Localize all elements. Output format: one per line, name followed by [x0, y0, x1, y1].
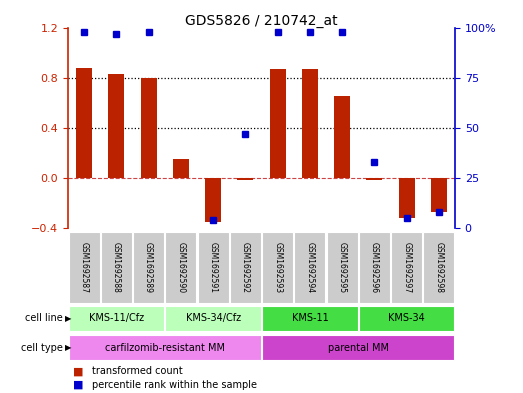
Text: GSM1692598: GSM1692598: [435, 242, 444, 293]
Text: GSM1692594: GSM1692594: [305, 242, 314, 293]
Bar: [262, 306, 358, 331]
Bar: [165, 232, 196, 303]
Text: GSM1692593: GSM1692593: [273, 242, 282, 293]
Bar: [101, 232, 132, 303]
Bar: [198, 232, 229, 303]
Text: transformed count: transformed count: [92, 366, 183, 376]
Text: percentile rank within the sample: percentile rank within the sample: [92, 380, 256, 390]
Bar: [431, 178, 447, 212]
Bar: [76, 68, 92, 178]
Text: GSM1692591: GSM1692591: [209, 242, 218, 293]
Bar: [399, 178, 415, 218]
Bar: [269, 69, 286, 178]
Text: parental MM: parental MM: [328, 343, 389, 353]
Bar: [334, 96, 350, 178]
Bar: [359, 306, 454, 331]
Bar: [391, 232, 422, 303]
Text: GSM1692596: GSM1692596: [370, 242, 379, 293]
Text: carfilzomib-resistant MM: carfilzomib-resistant MM: [105, 343, 225, 353]
Bar: [237, 178, 254, 180]
Text: GSM1692595: GSM1692595: [338, 242, 347, 293]
Bar: [302, 69, 318, 178]
Text: ▶: ▶: [65, 343, 72, 352]
Bar: [205, 178, 221, 222]
Text: GSM1692592: GSM1692592: [241, 242, 250, 293]
Text: ▶: ▶: [65, 314, 72, 323]
Bar: [327, 232, 358, 303]
Text: GSM1692587: GSM1692587: [79, 242, 88, 293]
Bar: [359, 232, 390, 303]
Text: KMS-11/Cfz: KMS-11/Cfz: [89, 313, 144, 323]
Text: ■: ■: [73, 380, 84, 390]
Text: GDS5826 / 210742_at: GDS5826 / 210742_at: [185, 14, 338, 28]
Text: GSM1692588: GSM1692588: [112, 242, 121, 293]
Text: KMS-11: KMS-11: [291, 313, 328, 323]
Text: ■: ■: [73, 366, 84, 376]
Bar: [69, 306, 164, 331]
Bar: [230, 232, 261, 303]
Bar: [69, 232, 99, 303]
Bar: [173, 159, 189, 178]
Bar: [424, 232, 454, 303]
Bar: [262, 232, 293, 303]
Bar: [262, 335, 454, 360]
Text: cell type: cell type: [21, 343, 63, 353]
Text: KMS-34/Cfz: KMS-34/Cfz: [186, 313, 241, 323]
Text: KMS-34: KMS-34: [388, 313, 425, 323]
Text: GSM1692597: GSM1692597: [402, 242, 411, 293]
Text: cell line: cell line: [25, 313, 63, 323]
Bar: [366, 178, 382, 180]
Bar: [141, 78, 157, 178]
Bar: [69, 335, 261, 360]
Text: GSM1692590: GSM1692590: [176, 242, 185, 293]
Bar: [165, 306, 261, 331]
Text: GSM1692589: GSM1692589: [144, 242, 153, 293]
Bar: [133, 232, 164, 303]
Bar: [108, 74, 124, 178]
Bar: [294, 232, 325, 303]
